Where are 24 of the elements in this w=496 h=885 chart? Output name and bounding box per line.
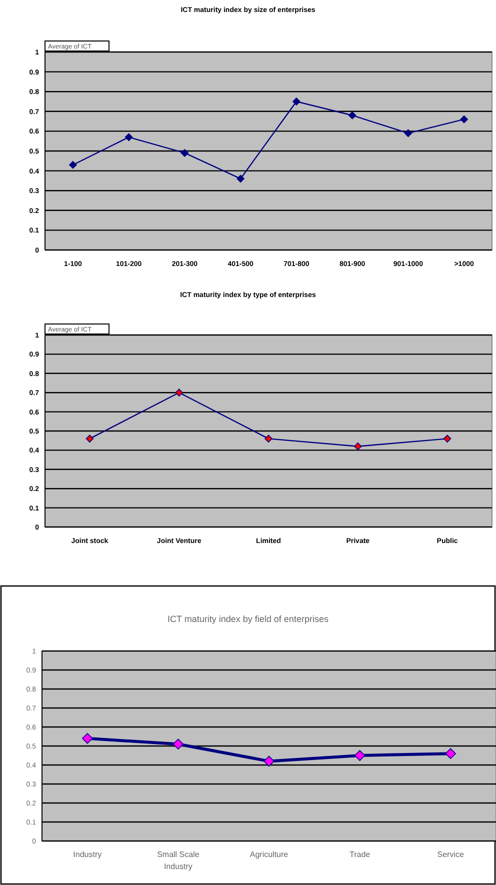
point	[124, 133, 133, 142]
point	[172, 738, 184, 750]
point	[443, 434, 452, 443]
point	[445, 748, 456, 759]
point	[86, 434, 94, 443]
point	[404, 129, 412, 138]
x-tick-label: Trade	[349, 850, 371, 859]
chart-title: ICT maturity index by field of enterprises	[168, 614, 329, 624]
x-tick-label: Agriculture	[250, 850, 289, 859]
point	[236, 174, 244, 183]
x-tick-label: Small Scale Industry	[157, 850, 200, 871]
point	[264, 756, 274, 767]
point	[292, 98, 300, 106]
point	[348, 111, 356, 120]
point	[180, 149, 189, 157]
point	[69, 160, 77, 169]
point	[82, 733, 93, 744]
point	[264, 434, 272, 443]
point	[354, 442, 362, 450]
point	[175, 388, 183, 396]
point	[460, 115, 468, 124]
point	[354, 750, 366, 761]
x-tick-label: Industry	[73, 850, 102, 859]
x-tick-label: Service	[437, 850, 464, 859]
